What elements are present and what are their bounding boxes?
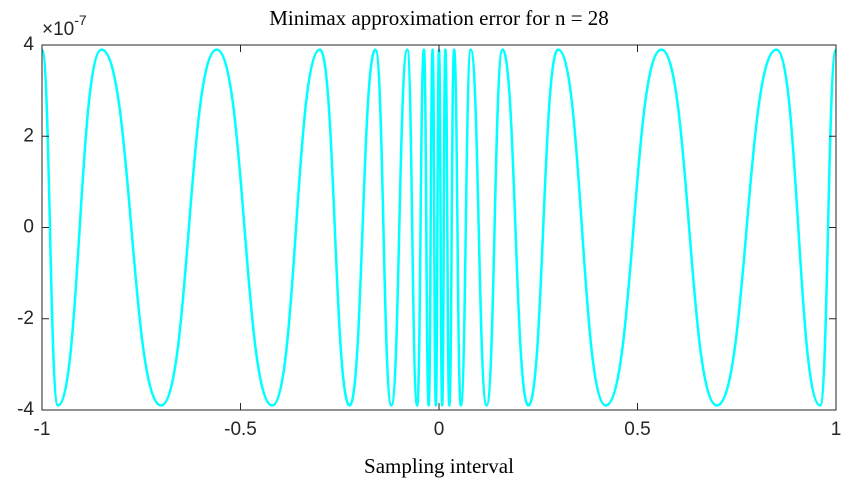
y-tick-label: -4: [17, 399, 34, 420]
x-axis-label: Sampling interval: [364, 454, 514, 478]
x-tick-label: 1: [831, 419, 842, 440]
y-tick-label: 2: [23, 125, 34, 146]
multiplier-exponent: -7: [74, 12, 87, 28]
x-tick-label: 0.5: [624, 419, 650, 440]
x-tick-label: 0: [434, 419, 445, 440]
line: [40, 48, 838, 407]
y-tick-label: -2: [17, 308, 34, 329]
x-tick-label: -0.5: [224, 419, 257, 440]
y-multiplier: ×10-7: [42, 12, 87, 40]
x-tick-label: -1: [34, 419, 51, 440]
y-tick-label: 4: [23, 34, 34, 55]
y-tick-label: 0: [23, 217, 34, 238]
chart-title: Minimax approximation error for n = 28: [269, 6, 609, 30]
multiplier-base: ×10: [42, 19, 74, 40]
